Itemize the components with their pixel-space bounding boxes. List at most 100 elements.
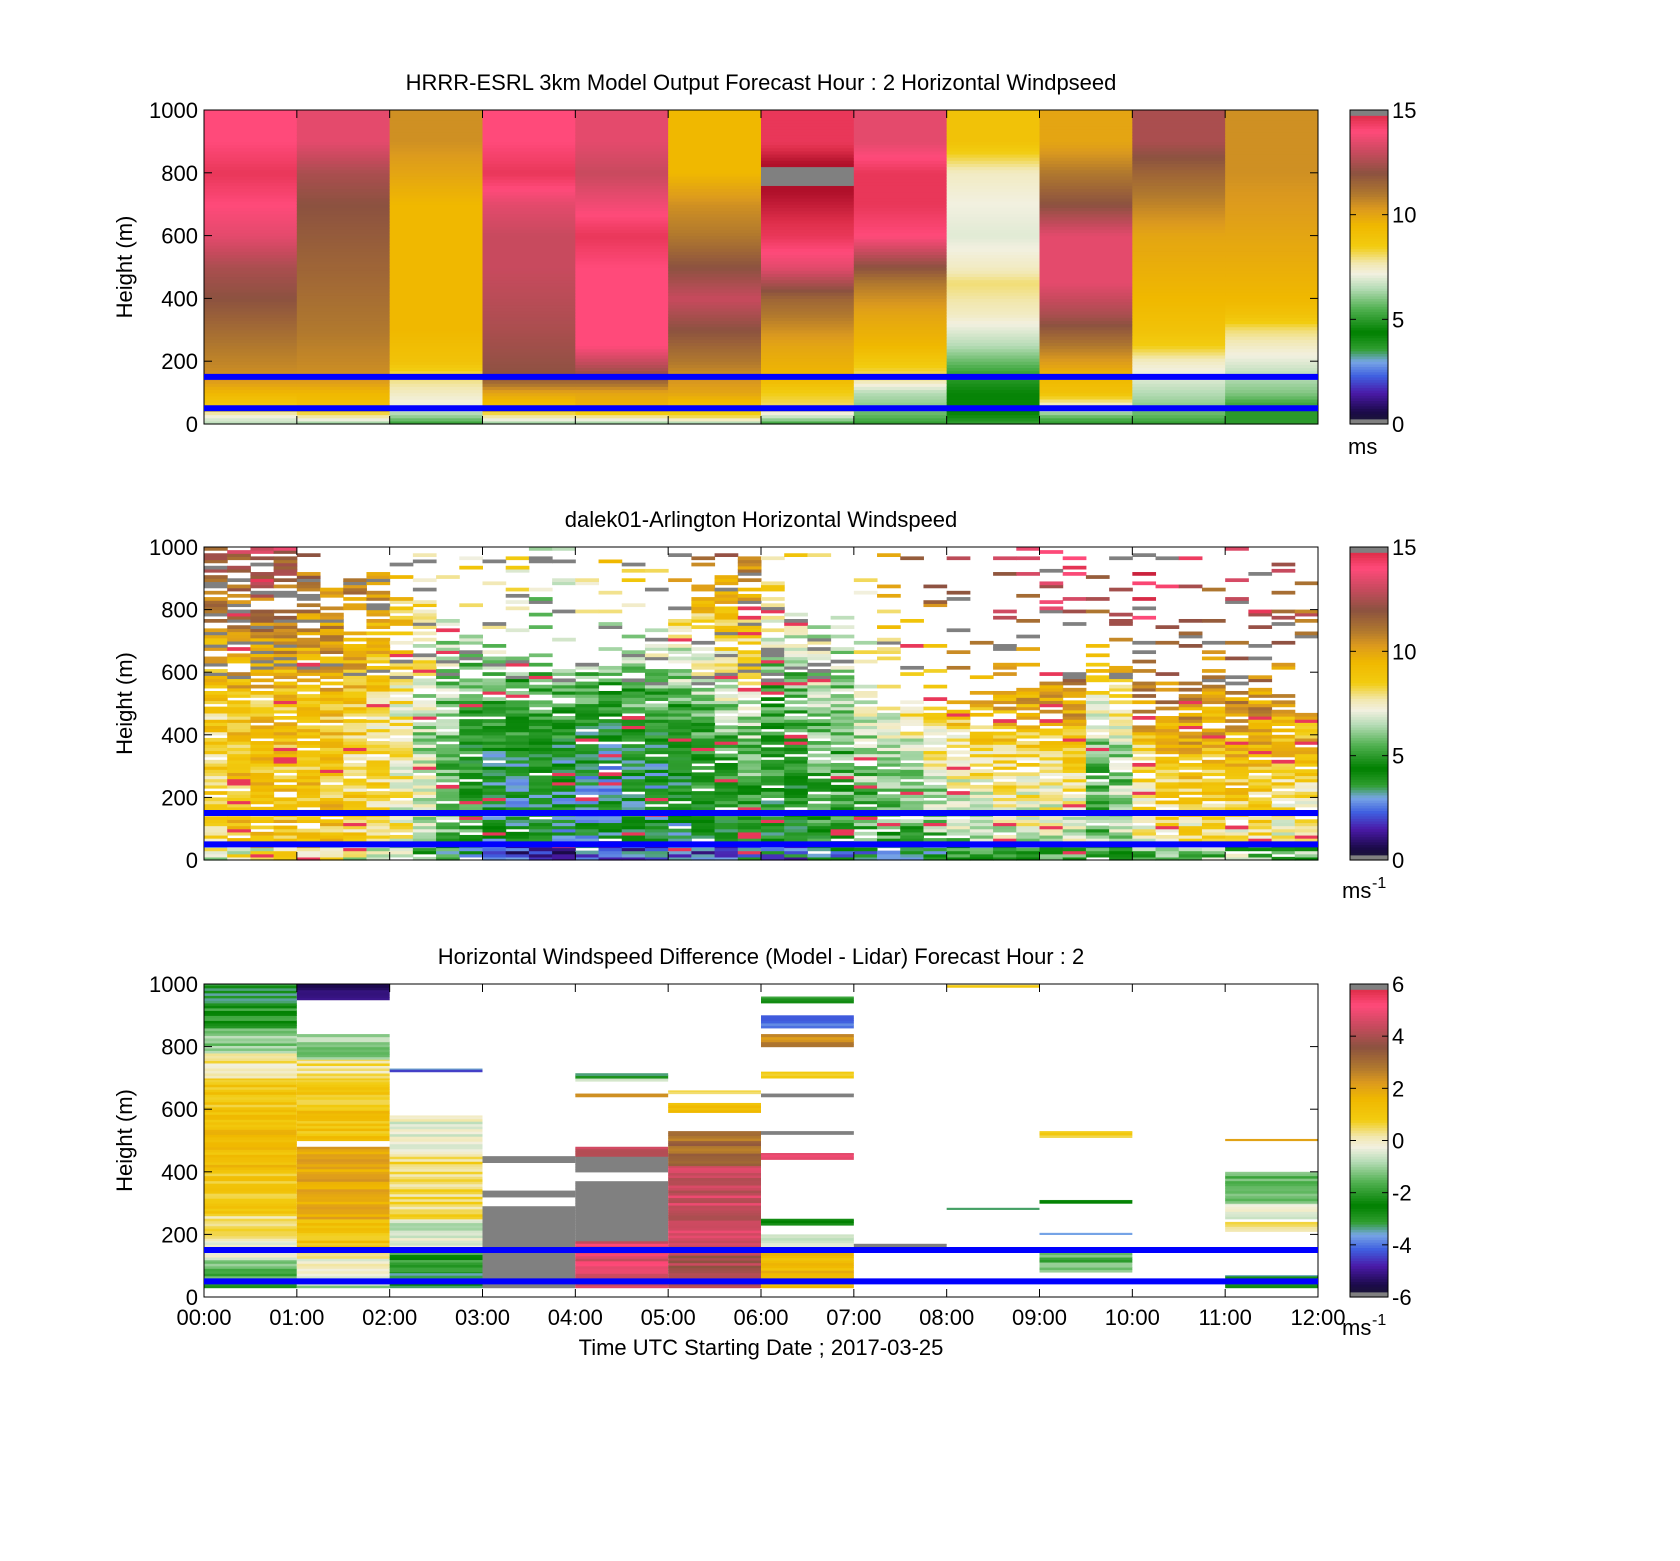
heatmap-cell <box>993 847 1017 852</box>
heatmap-cell <box>575 317 669 321</box>
heatmap-cell <box>644 709 669 714</box>
heatmap-cell <box>389 119 483 124</box>
heatmap-cell <box>923 584 948 589</box>
heatmap-cell <box>1178 828 1203 833</box>
heatmap-cell <box>1039 681 1064 686</box>
heatmap-cell <box>204 267 298 271</box>
heatmap-cell <box>1225 191 1319 196</box>
heatmap-cell <box>737 587 762 592</box>
colorbar-segment <box>1350 219 1388 224</box>
heatmap-cell <box>1201 675 1226 680</box>
heatmap-cell <box>1085 644 1110 648</box>
heatmap-cell <box>204 828 228 833</box>
heatmap-cell <box>853 238 948 243</box>
heatmap-cell <box>296 1220 390 1224</box>
heatmap-cell <box>389 753 414 758</box>
heatmap-cell <box>1225 307 1319 312</box>
heatmap-cell <box>366 606 391 611</box>
heatmap-cell <box>389 213 483 218</box>
heatmap-cell <box>296 697 321 701</box>
heatmap-cell <box>1016 838 1040 842</box>
heatmap-cell <box>1225 380 1319 384</box>
heatmap-cell <box>459 781 483 786</box>
heatmap-cell <box>459 728 483 733</box>
heatmap-cell <box>1062 853 1087 858</box>
heatmap-cell <box>273 737 298 742</box>
heatmap-cell <box>296 1079 390 1083</box>
heatmap-cell <box>1132 270 1226 274</box>
colorbar-segment <box>1350 303 1388 307</box>
heatmap-cell <box>204 712 228 717</box>
heatmap-cell <box>366 762 391 767</box>
heatmap-cell <box>923 800 948 805</box>
heatmap-cell <box>204 719 228 723</box>
colorbar-segment <box>1350 340 1388 344</box>
colorbar-segment <box>1350 172 1388 177</box>
heatmap-cell <box>250 672 275 676</box>
heatmap-cell <box>204 257 298 262</box>
heatmap-cell <box>1109 741 1133 745</box>
heatmap-cell <box>389 609 414 614</box>
heatmap-cell <box>250 781 275 786</box>
heatmap-cell <box>946 304 1040 309</box>
heatmap-cell <box>273 831 298 836</box>
heatmap-cell <box>1016 556 1040 561</box>
heatmap-cell <box>946 276 1040 281</box>
heatmap-cell <box>320 650 344 655</box>
heatmap-cell <box>761 314 855 318</box>
heatmap-cell <box>761 358 855 362</box>
heatmap-cell <box>204 1146 297 1150</box>
heatmap-cell <box>552 781 576 786</box>
heatmap-cell <box>761 317 855 321</box>
colorbar-segment <box>1350 363 1388 368</box>
heatmap-cell <box>273 572 298 576</box>
heatmap-cell <box>830 750 855 755</box>
heatmap-cell <box>621 759 646 764</box>
heatmap-cell <box>1201 828 1226 833</box>
heatmap-cell <box>668 816 692 820</box>
heatmap-cell <box>273 640 298 645</box>
heatmap-cell <box>853 345 948 350</box>
heatmap-cell <box>761 794 785 798</box>
heatmap-cell <box>296 615 321 620</box>
heatmap-cell <box>250 759 275 764</box>
heatmap-cell <box>296 326 391 331</box>
heatmap-cell <box>389 834 414 839</box>
heatmap-cell <box>1201 825 1226 830</box>
heatmap-cell <box>598 647 623 651</box>
heatmap-cell <box>853 119 948 124</box>
heatmap-cell <box>1109 772 1133 777</box>
heatmap-cell <box>482 728 507 733</box>
heatmap-cell <box>853 235 948 240</box>
heatmap-cell <box>204 1240 297 1243</box>
heatmap-cell <box>436 700 460 705</box>
heatmap-cell <box>668 172 762 177</box>
heatmap-cell <box>204 1244 297 1248</box>
heatmap-cell <box>552 791 576 795</box>
heatmap-cell <box>1225 856 1249 861</box>
heatmap-cell <box>923 725 948 730</box>
heatmap-cell <box>900 838 924 842</box>
heatmap-cell <box>761 838 785 842</box>
heatmap-cell <box>1039 756 1064 761</box>
heatmap-cell <box>621 753 646 758</box>
heatmap-cell <box>459 772 483 777</box>
y-tick-label: 400 <box>161 723 198 748</box>
heatmap-cell <box>1201 618 1226 623</box>
heatmap-cell <box>204 568 228 573</box>
heatmap-cell <box>946 831 971 836</box>
heatmap-cell <box>250 728 275 733</box>
heatmap-cell <box>227 838 251 842</box>
heatmap-cell <box>1016 697 1040 701</box>
heatmap-cell <box>714 741 739 745</box>
heatmap-cell <box>1294 856 1319 861</box>
heatmap-cell <box>552 797 576 802</box>
heatmap-cell <box>1039 223 1133 227</box>
heatmap-cell <box>853 747 878 752</box>
heatmap-cell <box>830 775 855 780</box>
heatmap-cell <box>389 169 483 174</box>
heatmap-cell <box>482 1159 576 1164</box>
heatmap-cell <box>807 684 832 689</box>
heatmap-cell <box>482 737 507 742</box>
heatmap-cell <box>482 1237 576 1241</box>
